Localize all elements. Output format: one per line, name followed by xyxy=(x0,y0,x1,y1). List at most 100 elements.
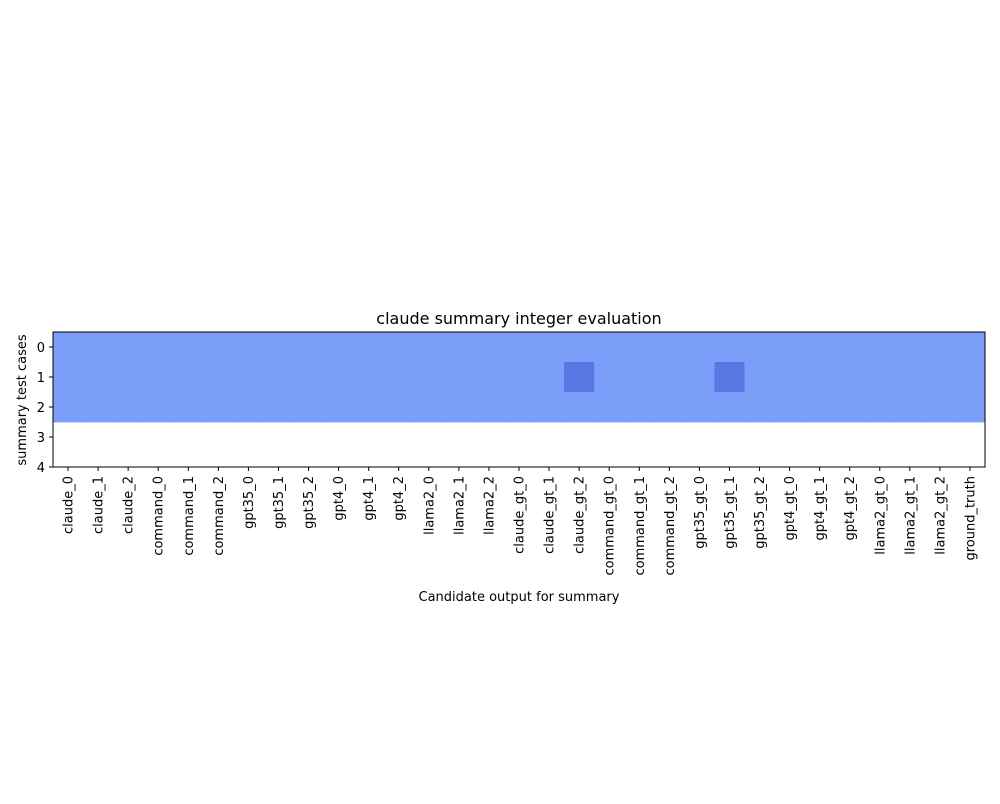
heatmap-cell-r1-c6 xyxy=(233,362,264,393)
heatmap-cell-r2-c20 xyxy=(654,392,685,423)
heatmap-cell-r1-c1 xyxy=(83,362,114,393)
heatmap-cell-r1-c8 xyxy=(293,362,324,393)
y-tick-label: 4 xyxy=(37,461,45,476)
heatmap-cell-r0-c17 xyxy=(564,332,595,363)
heatmap-cell-r2-c4 xyxy=(173,392,204,423)
heatmap-cell-r1-c22 xyxy=(714,362,745,393)
heatmap-cell-r2-c26 xyxy=(834,392,866,423)
heatmap-cell-r2-c14 xyxy=(473,392,505,423)
heatmap-cell-r1-c4 xyxy=(173,362,204,393)
heatmap-cell-r2-c21 xyxy=(684,392,715,423)
heatmap-cell-r0-c23 xyxy=(744,332,775,363)
heatmap-cell-r0-c28 xyxy=(894,332,926,363)
heatmap-cell-r2-c28 xyxy=(894,392,926,423)
heatmap-cell-r0-c15 xyxy=(503,332,535,363)
heatmap-cell-r1-c5 xyxy=(203,362,234,393)
heatmap-cell-r1-c20 xyxy=(654,362,685,393)
heatmap-cell-r0-c19 xyxy=(624,332,655,363)
x-tick-label: gpt35_2 xyxy=(302,476,317,529)
y-axis-label: summary test cases xyxy=(15,334,30,465)
heatmap-cell-r0-c26 xyxy=(834,332,866,363)
heatmap-cell-r0-c13 xyxy=(443,332,475,363)
x-tick-label: command_gt_2 xyxy=(663,476,678,576)
heatmap-cell-r2-c27 xyxy=(864,392,896,423)
x-tick-label: gpt35_1 xyxy=(272,476,287,529)
heatmap-cell-r2-c30 xyxy=(954,392,986,423)
x-tick-label: claude_gt_0 xyxy=(513,476,528,554)
heatmap-cell-r0-c24 xyxy=(774,332,806,363)
x-tick-label: claude_1 xyxy=(92,476,107,534)
heatmap-cell-r2-c7 xyxy=(263,392,294,423)
x-tick-label: command_gt_0 xyxy=(603,476,618,576)
x-tick-label: gpt4_2 xyxy=(392,476,407,521)
heatmap-cell-r2-c3 xyxy=(143,392,174,423)
heatmap-cell-r2-c1 xyxy=(83,392,114,423)
heatmap-cell-r0-c9 xyxy=(323,332,355,363)
x-tick-label: llama2_0 xyxy=(422,476,437,535)
heatmap-cell-r1-c11 xyxy=(383,362,415,393)
heatmap-cell-r1-c18 xyxy=(594,362,625,393)
heatmap-cell-r0-c12 xyxy=(413,332,445,363)
y-tick-label: 0 xyxy=(37,341,45,356)
heatmap-cell-r2-c12 xyxy=(413,392,445,423)
heatmap-cell-r2-c9 xyxy=(323,392,355,423)
heatmap-cell-r0-c29 xyxy=(924,332,956,363)
x-tick-label: gpt4_1 xyxy=(362,476,377,521)
heatmap-cell-r2-c18 xyxy=(594,392,625,423)
heatmap-cell-r0-c6 xyxy=(233,332,264,363)
heatmap-cell-r1-c25 xyxy=(804,362,836,393)
heatmap-cell-r1-c0 xyxy=(53,362,84,393)
heatmap-cell-r2-c16 xyxy=(534,392,565,423)
heatmap-cell-r1-c27 xyxy=(864,362,896,393)
x-axis-label: Candidate output for summary xyxy=(419,590,620,605)
heatmap-cell-r0-c0 xyxy=(53,332,84,363)
x-tick-label: gpt35_gt_2 xyxy=(753,476,768,549)
x-tick-label: gpt4_gt_1 xyxy=(813,476,828,541)
x-tick-label: command_0 xyxy=(152,476,167,556)
y-tick-label: 2 xyxy=(37,401,45,416)
x-tick-label: ground_truth xyxy=(963,476,978,561)
x-tick-label: llama2_1 xyxy=(452,476,467,535)
heatmap-cell-r2-c10 xyxy=(353,392,385,423)
heatmap-cell-r2-c5 xyxy=(203,392,234,423)
heatmap-cell-r0-c8 xyxy=(293,332,324,363)
x-tick-label: gpt35_0 xyxy=(242,476,257,529)
heatmap-cell-r2-c0 xyxy=(53,392,84,423)
heatmap-cell-r1-c23 xyxy=(744,362,775,393)
heatmap-cell-r0-c4 xyxy=(173,332,204,363)
heatmap-cell-r1-c26 xyxy=(834,362,866,393)
heatmap-cell-r0-c11 xyxy=(383,332,415,363)
x-tick-label: gpt4_gt_2 xyxy=(843,476,858,541)
x-tick-label: claude_gt_1 xyxy=(543,476,558,554)
x-tick-label: llama2_gt_1 xyxy=(903,476,918,555)
heatmap-cell-r0-c21 xyxy=(684,332,715,363)
x-tick-label: claude_gt_2 xyxy=(573,476,588,554)
heatmap-cell-r2-c19 xyxy=(624,392,655,423)
heatmap-cell-r2-c22 xyxy=(714,392,745,423)
heatmap-cell-r1-c3 xyxy=(143,362,174,393)
x-tick-label: llama2_2 xyxy=(482,476,497,535)
x-tick-label: gpt4_gt_0 xyxy=(783,476,798,541)
heatmap-cells xyxy=(53,332,986,423)
heatmap-cell-r1-c15 xyxy=(503,362,535,393)
heatmap-cell-r0-c2 xyxy=(113,332,144,363)
x-tick-label: llama2_gt_2 xyxy=(933,476,948,555)
heatmap-cell-r2-c29 xyxy=(924,392,956,423)
y-tick-label: 3 xyxy=(37,431,45,446)
y-axis-ticks: 0 1 2 3 4 xyxy=(37,341,53,476)
heatmap-cell-r2-c13 xyxy=(443,392,475,423)
heatmap-cell-r2-c8 xyxy=(293,392,324,423)
heatmap-cell-r1-c29 xyxy=(924,362,956,393)
heatmap-cell-r1-c9 xyxy=(323,362,355,393)
heatmap-cell-r0-c7 xyxy=(263,332,294,363)
x-tick-label: gpt35_gt_1 xyxy=(723,476,738,549)
heatmap-cell-r2-c11 xyxy=(383,392,415,423)
heatmap-cell-r0-c3 xyxy=(143,332,174,363)
heatmap-cell-r0-c18 xyxy=(594,332,625,363)
heatmap-cell-r2-c17 xyxy=(564,392,595,423)
x-tick-label: claude_0 xyxy=(62,476,77,534)
heatmap-cell-r1-c12 xyxy=(413,362,445,393)
heatmap-cell-r0-c22 xyxy=(714,332,745,363)
